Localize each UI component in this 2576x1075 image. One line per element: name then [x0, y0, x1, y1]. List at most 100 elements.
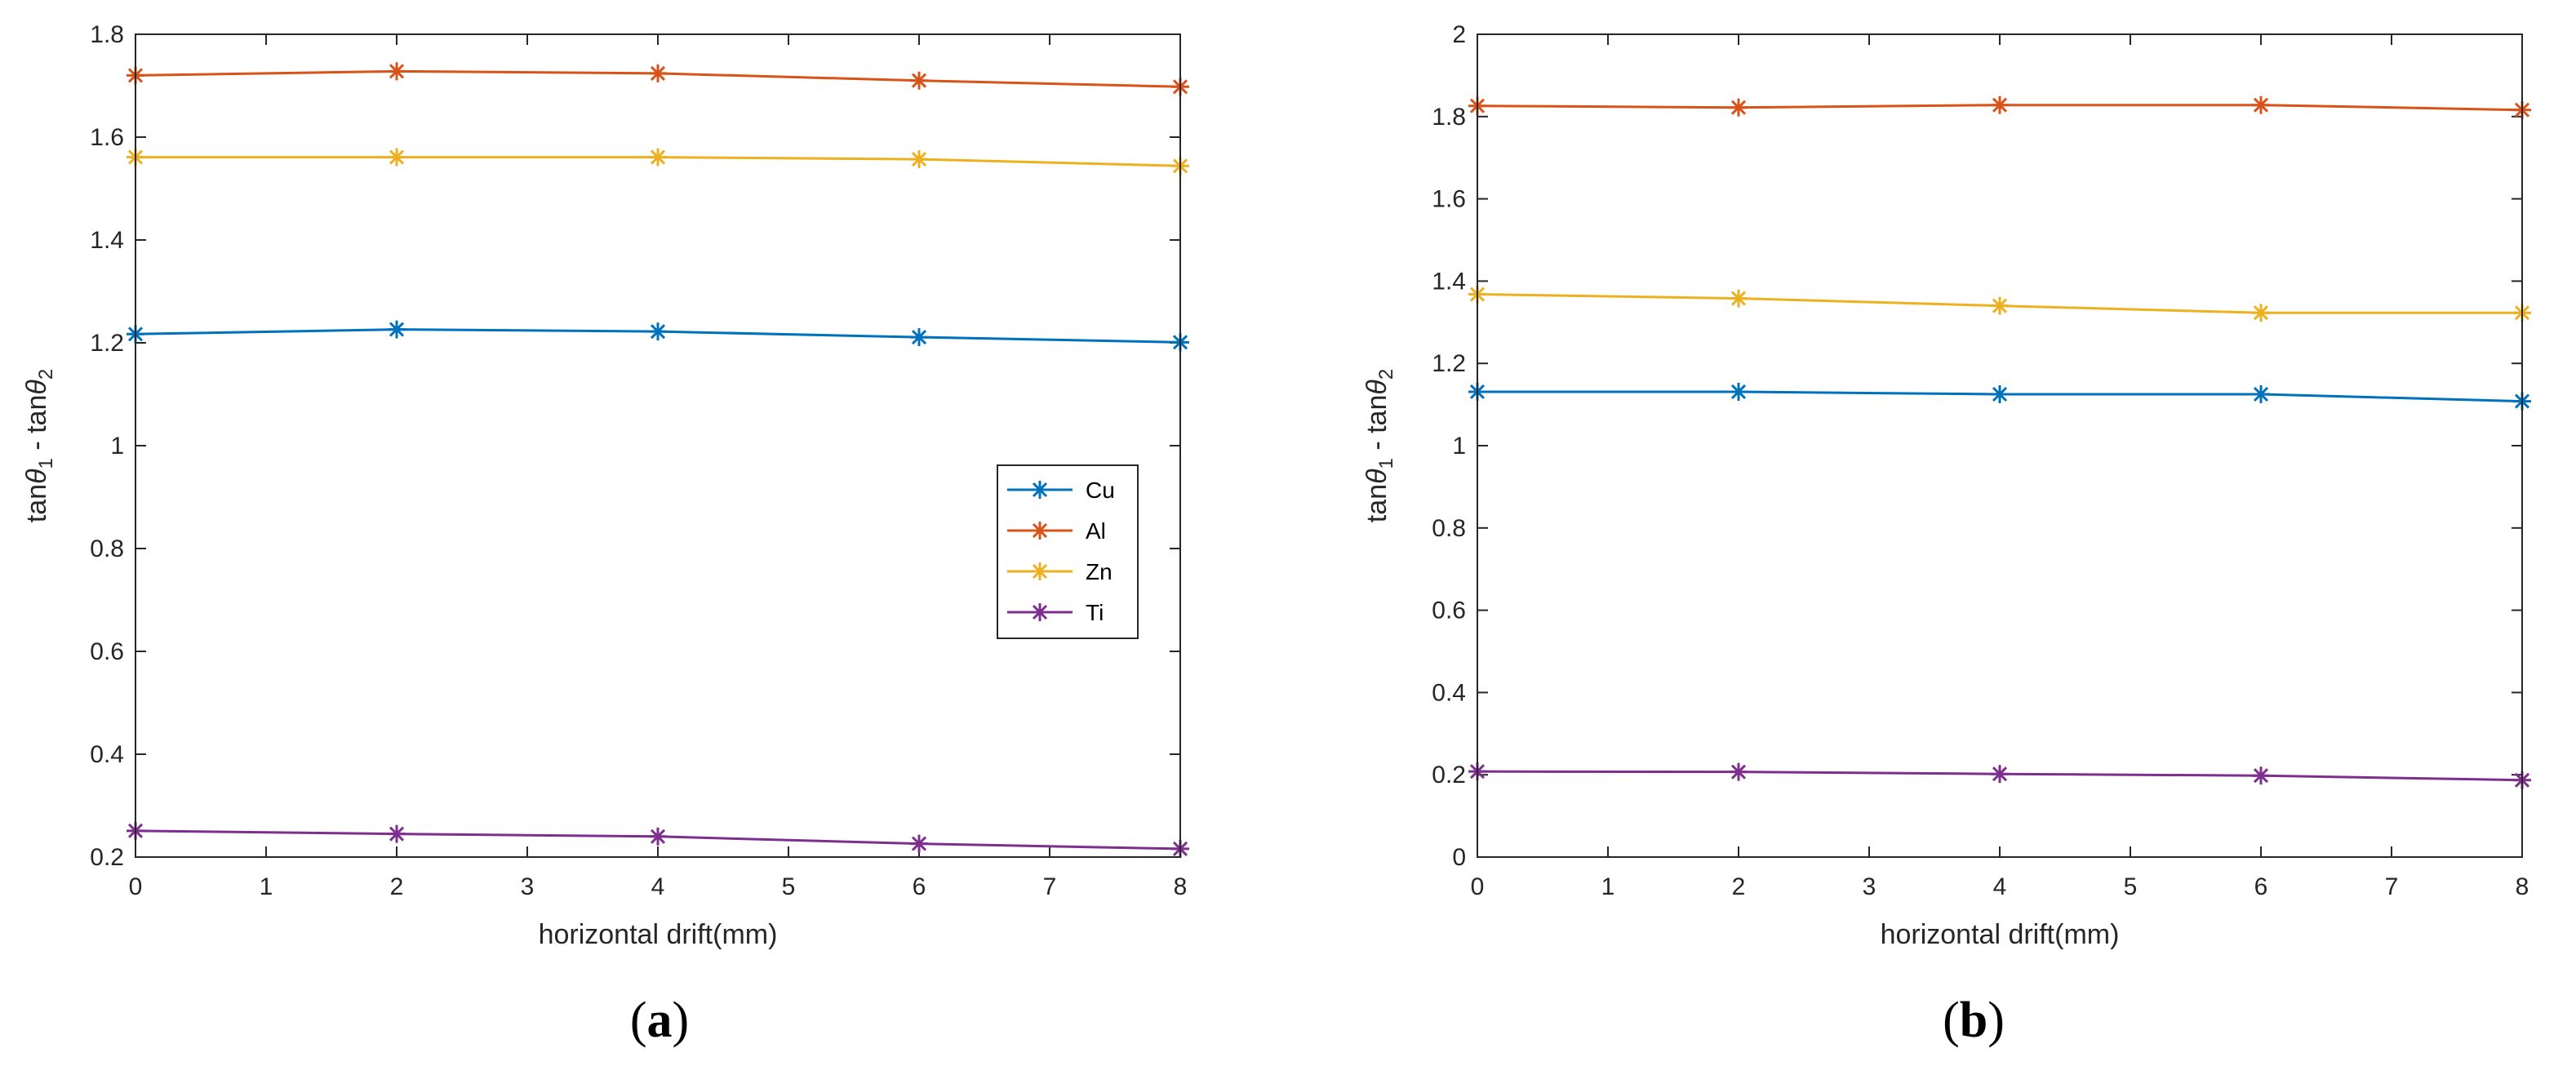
x-tick-label: 8 [2516, 873, 2529, 900]
x-axis-label: horizontal drift(mm) [539, 919, 778, 950]
x-tick-label: 5 [782, 873, 796, 900]
y-tick-labels: 0.2 0.4 0.6 0.8 1 1.2 1.4 1.6 1.8 [90, 21, 124, 871]
legend-label: Ti [1086, 600, 1104, 625]
x-axis-label: horizontal drift(mm) [1881, 919, 2120, 950]
x-tick-label: 8 [1174, 873, 1188, 900]
ylabel-theta: θ [21, 469, 52, 484]
panel-letter-b: b [1960, 993, 1988, 1048]
data-point-zn [1730, 289, 1748, 308]
ylabel-sep: - tan [1361, 395, 1392, 458]
x-tick-label: 7 [2385, 873, 2399, 900]
series-lines [135, 69, 1181, 851]
data-point-al [2252, 96, 2270, 114]
y-tick-label: 0.2 [1432, 762, 1466, 788]
legend-label: Al [1086, 518, 1106, 544]
data-point-cu [388, 320, 406, 339]
y-axis-label: tanθ1 - tanθ2 [21, 369, 57, 522]
data-point-cu [649, 322, 667, 341]
data-point-ti [1730, 762, 1748, 781]
ylabel-theta-2: θ [21, 380, 52, 395]
legend-label: Cu [1086, 478, 1115, 503]
data-point-al [1730, 98, 1748, 117]
x-tick-label: 6 [2254, 873, 2268, 900]
data-point-ti [910, 834, 928, 853]
ylabel-main: tan [1361, 484, 1392, 522]
data-point-ti [649, 827, 667, 846]
y-tick-label: 2 [1452, 21, 1466, 48]
ylabel-theta-2: θ [1361, 380, 1392, 395]
series-lines [1477, 104, 2523, 782]
y-axis-label: tanθ1 - tanθ2 [1361, 369, 1397, 522]
data-point-al [649, 64, 667, 82]
legend-swatch-marker [1031, 603, 1049, 621]
ylabel-sub1: 1 [1375, 458, 1397, 469]
x-tick-labels: 0 1 2 3 4 5 6 7 8 [129, 873, 1188, 900]
y-tick-label: 0.8 [1432, 515, 1466, 542]
data-point-zn [1991, 296, 2009, 315]
data-point-ti [388, 824, 406, 843]
data-point-cu [1730, 382, 1748, 401]
y-tick-label: 1.8 [1432, 104, 1466, 131]
data-point-ti [1991, 765, 2009, 784]
y-tick-label: 0 [1452, 844, 1466, 871]
plot-frame [135, 33, 1181, 858]
x-tick-label: 1 [260, 873, 273, 900]
legend-item-al: Al [1007, 518, 1106, 544]
x-tick-label: 4 [651, 873, 665, 900]
y-tick-label: 0.2 [90, 844, 124, 871]
series-markers [127, 62, 1189, 858]
legend-item-ti: Ti [1007, 600, 1104, 625]
x-tick-labels: 0 1 2 3 4 5 6 7 8 [1471, 873, 2529, 900]
y-tick-label: 0.6 [1432, 597, 1466, 624]
x-tick-label: 0 [1471, 873, 1485, 900]
x-tick-label: 2 [1732, 873, 1746, 900]
legend-swatch-marker [1031, 481, 1049, 499]
x-tick-label: 3 [1863, 873, 1876, 900]
data-point-al [1991, 96, 2009, 114]
panel-label-a: (a) [630, 993, 689, 1048]
data-point-cu [2252, 385, 2270, 403]
legend-label: Zn [1086, 559, 1113, 584]
data-point-zn [2252, 304, 2270, 322]
ylabel-sub2: 2 [1375, 369, 1397, 380]
data-point-zn [388, 148, 406, 167]
x-tick-label: 1 [1601, 873, 1615, 900]
chart-panel-a: 0 1 2 3 4 5 6 7 8 0.2 0.4 0.6 0.8 1 1.2 1.4 1.6 1.8 hori… [21, 21, 1189, 1048]
ylabel-theta: θ [1361, 469, 1392, 484]
y-tick-label: 1 [1452, 433, 1466, 460]
data-point-zn [649, 148, 667, 167]
y-tick-label: 1.6 [1432, 186, 1466, 213]
data-point-cu [910, 328, 928, 347]
axis-ticks [1477, 33, 2523, 858]
data-point-cu [1991, 385, 2009, 403]
y-tick-label: 0.6 [90, 638, 124, 665]
legend: Cu Al Zn Ti [997, 464, 1139, 639]
x-tick-label: 3 [521, 873, 535, 900]
x-tick-label: 0 [129, 873, 143, 900]
data-point-ti [2252, 766, 2270, 785]
ylabel-sub1: 1 [35, 458, 57, 469]
y-tick-label: 1.2 [90, 330, 124, 357]
plot-frame [1477, 33, 2523, 858]
panel-label-b: (b) [1943, 993, 2005, 1048]
data-point-al [388, 62, 406, 81]
y-tick-label: 1.2 [1432, 350, 1466, 377]
panel-letter-a: a [647, 993, 673, 1048]
y-tick-label: 1.4 [90, 227, 124, 254]
series-markers [1468, 96, 2531, 789]
y-tick-label: 1 [110, 433, 124, 460]
data-point-al [910, 71, 928, 90]
ylabel-sub2: 2 [35, 369, 57, 380]
chart-panel-b: 0 1 2 3 4 5 6 7 8 0 0.2 0.4 0.6 0.8 1 1.2 1.4 1.6 1.8 2 ho… [1361, 21, 2531, 1048]
legend-swatch-marker [1031, 522, 1049, 540]
x-tick-label: 6 [913, 873, 926, 900]
y-tick-label: 1.6 [90, 124, 124, 151]
y-tick-label: 0.4 [90, 741, 124, 768]
x-tick-label: 2 [390, 873, 404, 900]
y-tick-label: 1.8 [90, 21, 124, 48]
ylabel-main: tan [21, 484, 52, 522]
y-tick-label: 0.8 [90, 535, 124, 562]
y-tick-label: 0.4 [1432, 679, 1466, 706]
x-tick-label: 7 [1043, 873, 1057, 900]
